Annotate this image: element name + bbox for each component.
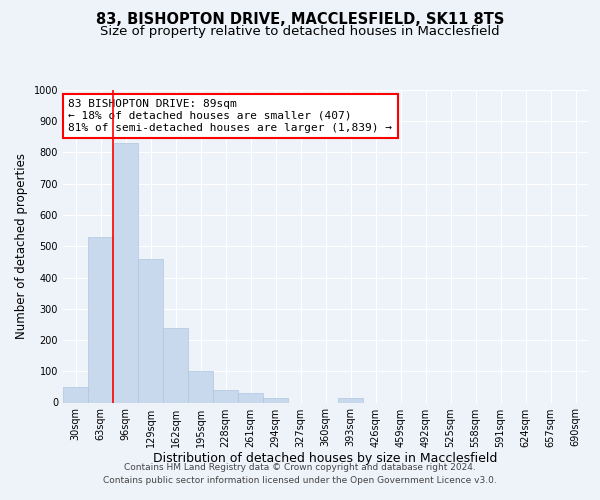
Text: Size of property relative to detached houses in Macclesfield: Size of property relative to detached ho… (100, 25, 500, 38)
Bar (63, 387, 88, 402)
Bar (113, 143, 138, 403)
Bar (263, 398, 288, 402)
Bar (163, 328, 188, 402)
Bar (88, 237, 113, 402)
Bar (138, 259, 163, 402)
Bar (338, 398, 363, 402)
Text: Contains HM Land Registry data © Crown copyright and database right 2024.: Contains HM Land Registry data © Crown c… (124, 462, 476, 471)
X-axis label: Distribution of detached houses by size in Macclesfield: Distribution of detached houses by size … (154, 452, 497, 466)
Bar (213, 390, 238, 402)
Text: Contains public sector information licensed under the Open Government Licence v3: Contains public sector information licen… (103, 476, 497, 485)
Y-axis label: Number of detached properties: Number of detached properties (15, 153, 28, 339)
Bar (188, 371, 213, 402)
Bar (238, 393, 263, 402)
Text: 83, BISHOPTON DRIVE, MACCLESFIELD, SK11 8TS: 83, BISHOPTON DRIVE, MACCLESFIELD, SK11 … (96, 12, 504, 28)
Text: 83 BISHOPTON DRIVE: 89sqm
← 18% of detached houses are smaller (407)
81% of semi: 83 BISHOPTON DRIVE: 89sqm ← 18% of detac… (68, 100, 392, 132)
